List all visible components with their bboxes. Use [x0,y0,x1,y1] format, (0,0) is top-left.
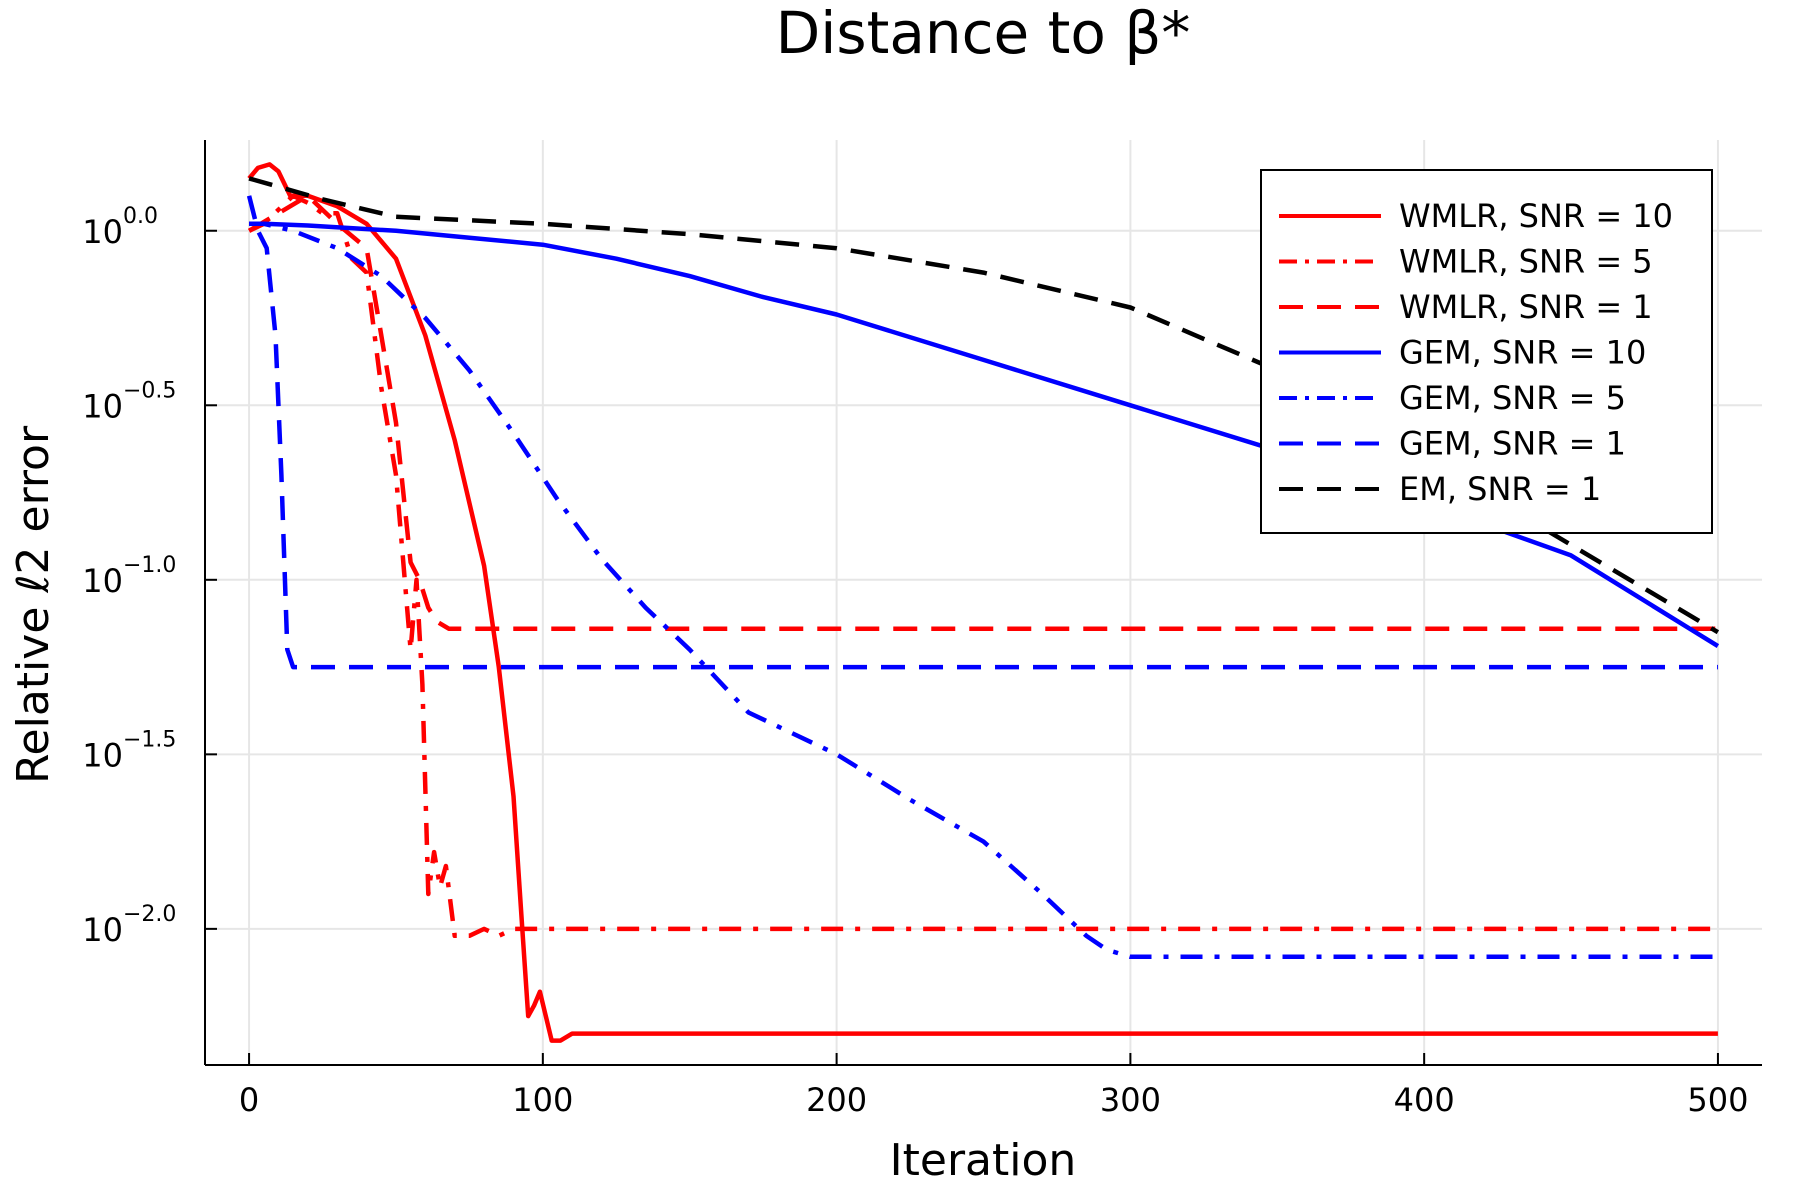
x-tick-label: 500 [1687,1081,1748,1119]
y-tick-label: 10 [82,736,123,774]
y-tick-label: 10 [82,911,123,949]
x-axis-label: Iteration [890,1135,1077,1186]
legend: WMLR, SNR = 10 WMLR, SNR = 5 WMLR, SNR = 1… [1260,169,1713,534]
y-tick-exponent: −2.0 [123,902,176,927]
y-tick-exponent: −0.5 [123,378,176,403]
x-ticks: 0 100 200 300 400 500 [239,1053,1748,1119]
y-ticks: 10 0.010 −0.510 −1.010 −1.510 −2.0 [82,204,217,949]
x-tick-label: 200 [806,1081,867,1119]
x-tick-label: 0 [239,1081,259,1119]
y-tick-exponent: −1.0 [123,553,176,578]
y-axis-label: Relative ℓ2 error [8,425,59,784]
legend-label-3: WMLR, SNR = 1 [1399,288,1653,326]
x-tick-label: 300 [1100,1081,1161,1119]
legend-label-1: WMLR, SNR = 10 [1399,197,1673,235]
series-line-7 [248,176,1720,635]
x-tick-label: 100 [512,1081,573,1119]
y-tick-exponent: 0.0 [123,204,158,229]
series-line-5 [249,221,1718,960]
series-line-2 [248,193,1718,939]
chart-title: Distance to β* [776,0,1191,67]
legend-label-4: GEM, SNR = 10 [1399,334,1646,372]
legend-label-2: WMLR, SNR = 5 [1399,243,1653,281]
series-line-3 [247,193,1718,631]
y-tick-label: 10 [82,562,123,600]
legend-label-7: EM, SNR = 1 [1399,470,1601,508]
legend-label-5: GEM, SNR = 5 [1399,379,1626,417]
y-tick-exponent: −1.5 [123,727,176,752]
x-tick-label: 400 [1394,1081,1455,1119]
legend-label-6: GEM, SNR = 1 [1399,425,1626,463]
y-tick-label: 10 [82,213,123,251]
y-tick-label: 10 [82,387,123,425]
series-line-6 [246,195,1718,670]
